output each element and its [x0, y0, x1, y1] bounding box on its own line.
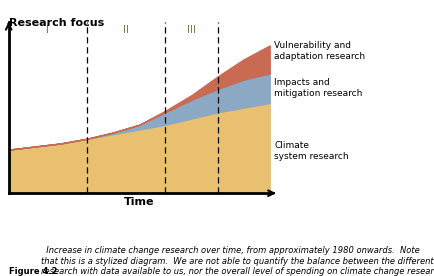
Text: Climate
system research: Climate system research — [273, 141, 348, 161]
Text: II: II — [123, 25, 129, 34]
Text: Figure 4.2: Figure 4.2 — [9, 267, 57, 276]
Text: Vulnerability and
adaptation research: Vulnerability and adaptation research — [273, 41, 364, 61]
Text: III: III — [187, 25, 195, 34]
Text: Impacts and
mitigation research: Impacts and mitigation research — [273, 78, 362, 98]
Text: Time: Time — [124, 197, 154, 207]
Text: Increase in climate change research over time, from approximately 1980 onwards. : Increase in climate change research over… — [41, 246, 434, 276]
Text: Research focus: Research focus — [9, 18, 104, 28]
Text: I: I — [46, 25, 49, 34]
